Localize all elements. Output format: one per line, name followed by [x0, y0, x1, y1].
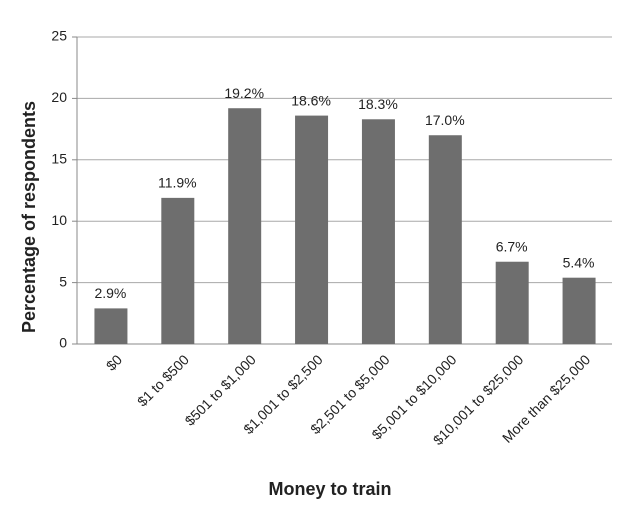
bar: [94, 308, 128, 344]
y-tick-label: 25: [51, 28, 67, 44]
y-tick-label: 15: [51, 151, 67, 167]
y-axis-title: Percentage of respondents: [19, 101, 39, 333]
y-tick-label: 20: [51, 89, 67, 105]
bar: [495, 261, 529, 344]
y-tick-label: 5: [59, 273, 67, 289]
value-label: 18.6%: [291, 92, 331, 108]
value-label: 2.9%: [94, 285, 126, 301]
x-axis-title: Money to train: [268, 479, 391, 499]
value-label: 5.4%: [563, 254, 595, 270]
value-label: 19.2%: [224, 85, 264, 101]
bar: [295, 115, 329, 344]
bar: [428, 135, 462, 344]
bar: [228, 108, 262, 344]
bar: [361, 119, 395, 344]
value-label: 11.9%: [158, 175, 197, 191]
bar: [161, 197, 195, 344]
x-tick-label: $0: [103, 351, 125, 373]
x-tick-label: $1 to $500: [134, 351, 192, 409]
y-tick-label: 10: [51, 212, 67, 228]
value-label: 6.7%: [496, 238, 528, 254]
bar: [562, 277, 596, 344]
y-tick-label: 0: [59, 335, 67, 351]
value-label: 18.3%: [358, 96, 398, 112]
value-label: 17.0%: [425, 112, 465, 128]
